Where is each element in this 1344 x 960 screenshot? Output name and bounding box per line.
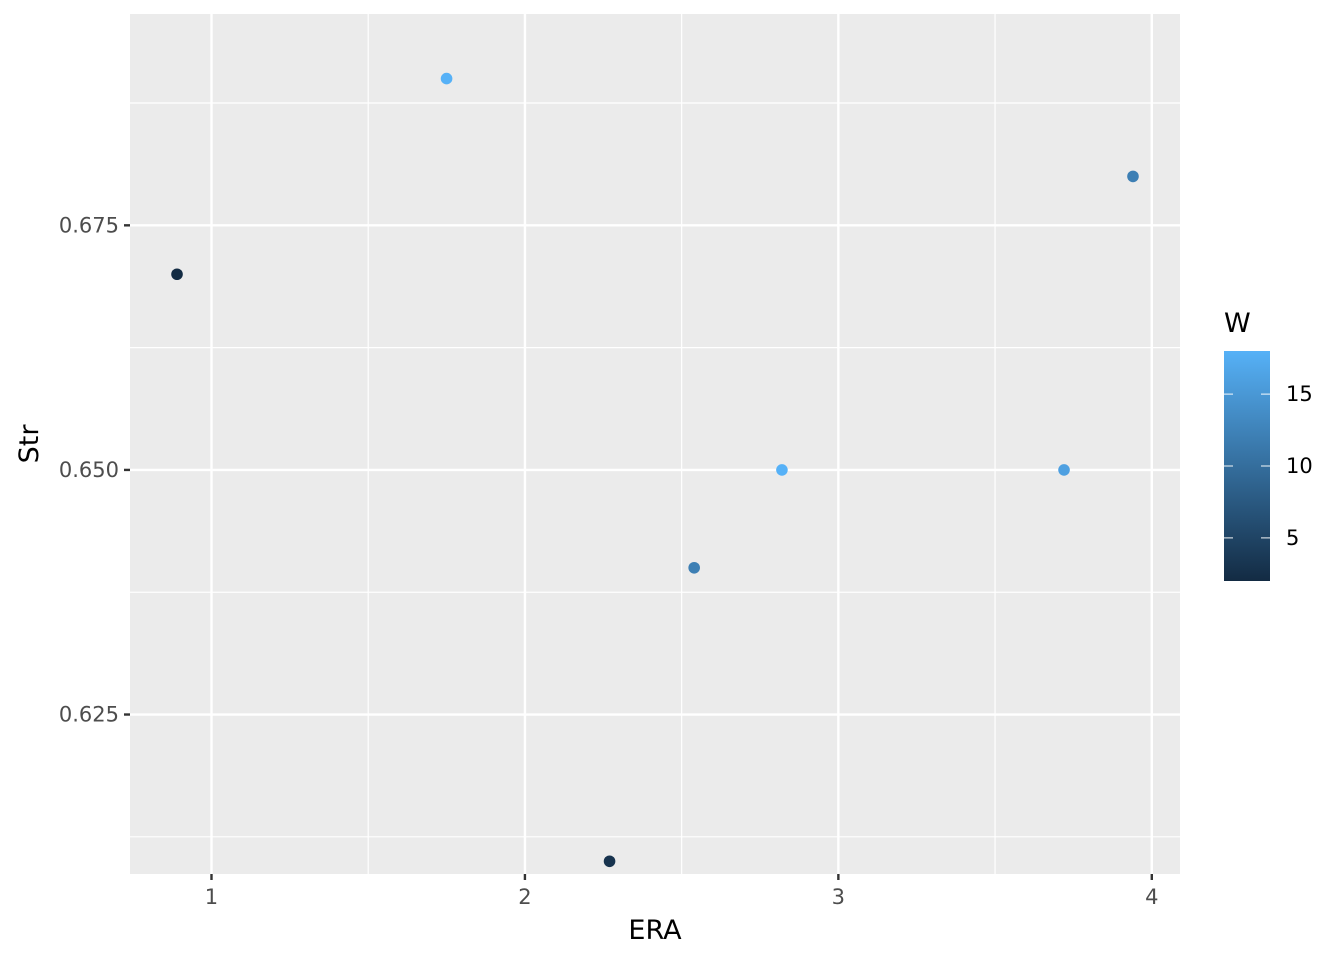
y-axis-title: Str <box>14 424 45 464</box>
data-point <box>171 268 183 281</box>
data-point <box>1058 464 1070 476</box>
legend-tick-label: 10 <box>1286 454 1313 478</box>
x-tick-label: 3 <box>832 885 845 909</box>
data-point <box>603 855 616 868</box>
x-tick-label: 4 <box>1145 885 1158 909</box>
x-tick-label: 2 <box>518 885 531 909</box>
legend-tick-label: 5 <box>1286 526 1299 550</box>
legend-ticks: 5 10 15 <box>1224 382 1313 550</box>
x-tick-label: 1 <box>205 885 218 909</box>
x-axis: 1 2 3 4 <box>205 874 1158 909</box>
y-tick-label: 0.675 <box>59 213 119 237</box>
color-legend: W 5 10 15 <box>1224 308 1313 581</box>
y-axis: 0.625 0.650 0.675 <box>59 213 130 727</box>
data-point <box>688 561 700 574</box>
data-point <box>776 464 788 476</box>
data-points <box>171 72 1139 868</box>
y-tick-label: 0.650 <box>59 458 119 482</box>
x-axis-title: ERA <box>628 915 682 946</box>
y-tick-label: 0.625 <box>59 703 119 727</box>
legend-tick-label: 15 <box>1286 382 1313 406</box>
plot-panel <box>130 14 1180 874</box>
data-point <box>440 72 453 85</box>
minor-gridlines <box>130 14 1180 874</box>
data-point <box>1127 170 1139 183</box>
major-gridlines <box>130 14 1180 874</box>
legend-title: W <box>1224 308 1251 339</box>
